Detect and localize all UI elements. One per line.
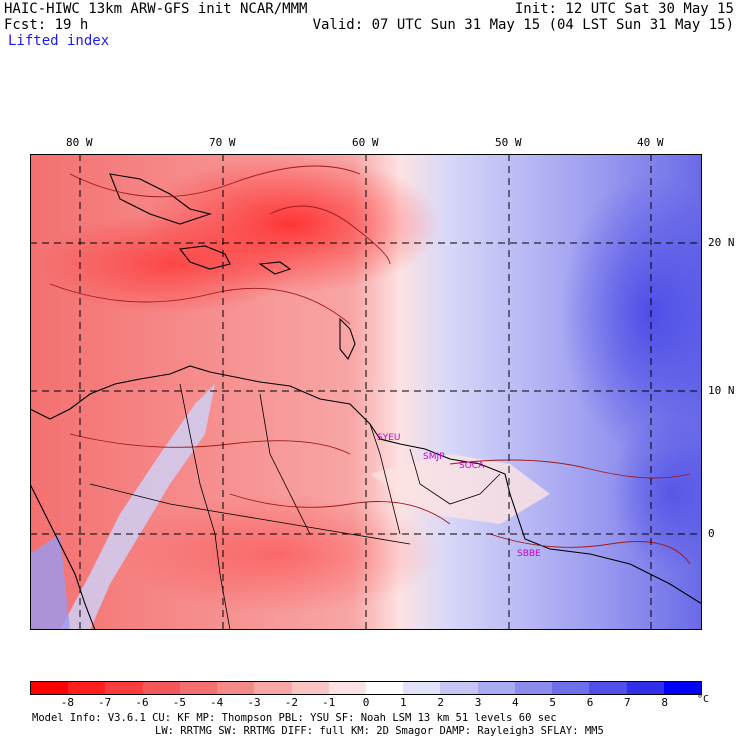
lon-label-60w: 60 W — [352, 136, 379, 149]
lon-label-40w: 40 W — [637, 136, 664, 149]
colorbar-segment — [365, 682, 404, 694]
colorbar-tick-label: -1 — [322, 696, 336, 709]
colorbar-tick-label: -4 — [210, 696, 224, 709]
graticule — [30, 154, 702, 630]
amazon-pale-region — [370, 454, 550, 524]
colorbar-segment — [217, 682, 255, 694]
lat-label-0: 0 — [708, 527, 715, 540]
colorbar-segment — [514, 682, 553, 694]
lon-label-70w: 70 W — [209, 136, 236, 149]
colorbar-segment — [254, 682, 292, 694]
model-title: HAIC-HIWC 13km ARW-GFS init NCAR/MMM — [4, 1, 308, 17]
colorbar-tick-label: -2 — [284, 696, 298, 709]
colorbar-tick-label: 3 — [474, 696, 482, 709]
colorbar-tick-label: 8 — [661, 696, 668, 709]
pacific-stable-region — [30, 534, 70, 630]
map-frame — [30, 154, 702, 630]
colorbar-tick-label: -5 — [172, 696, 186, 709]
colorbar-tick-label: 6 — [586, 696, 594, 709]
colorbar-tick-label: 7 — [624, 696, 631, 709]
unstable-zone — [120, 494, 440, 614]
lifted-index-map: SYEU SMJP SOCA SBBE — [30, 154, 702, 630]
colorbar-unit: °C — [697, 694, 710, 705]
colorbar-tick-label: -6 — [135, 696, 149, 709]
stable-zone — [560, 174, 702, 454]
lon-label-50w: 50 W — [495, 136, 522, 149]
colorbar-tick-label: 4 — [512, 696, 519, 709]
colorbar-segment — [440, 682, 478, 694]
andes-stable-region — [60, 384, 215, 630]
colorbar-segment — [31, 682, 69, 694]
station-label: SOCA — [459, 461, 485, 471]
contours — [49, 165, 691, 565]
country-borders — [89, 383, 501, 630]
forecast-hour: Fcst: 19 h — [4, 17, 89, 33]
model-info-line1: Model Info: V3.6.1 CU: KF MP: Thompson P… — [32, 712, 557, 724]
colorbar — [30, 681, 702, 695]
model-info-line2: LW: RRTMG SW: RRTMG DIFF: full KM: 2D Sm… — [155, 725, 604, 737]
colorbar-tick-label: -8 — [60, 696, 74, 709]
colorbar-tick-label: 0 — [362, 696, 370, 709]
colorbar-segment — [403, 682, 441, 694]
colorbar-segment — [68, 682, 106, 694]
colorbar-tick-label: 1 — [400, 696, 407, 709]
station-label: SYEU — [377, 433, 400, 443]
station-label: SBBE — [517, 549, 541, 559]
colorbar-segment — [552, 682, 590, 694]
lat-label-20n: 20 N — [708, 236, 735, 249]
colorbar-segment — [179, 682, 218, 694]
colorbar-segment — [477, 682, 515, 694]
valid-time: Valid: 07 UTC Sun 31 May 15 (04 LST Sun … — [312, 17, 734, 33]
colorbar-tick-label: 5 — [549, 696, 556, 709]
colorbar-segment — [105, 682, 143, 694]
colorbar-segment — [626, 682, 664, 694]
station-label: SMJP — [423, 452, 445, 462]
colorbar-tick-label: -7 — [98, 696, 112, 709]
colorbar-tick-label: -3 — [247, 696, 261, 709]
colorbar-segment — [142, 682, 180, 694]
lon-label-80w: 80 W — [66, 136, 93, 149]
field-name: Lifted index — [8, 33, 110, 49]
colorbar-segment — [663, 682, 701, 694]
init-time: Init: 12 UTC Sat 30 May 15 — [514, 1, 734, 17]
colorbar-segment — [328, 682, 366, 694]
colorbar-segment — [291, 682, 329, 694]
lat-label-10n: 10 N — [708, 384, 735, 397]
colorbar-tick-label: 2 — [437, 696, 444, 709]
colorbar-segment — [589, 682, 627, 694]
